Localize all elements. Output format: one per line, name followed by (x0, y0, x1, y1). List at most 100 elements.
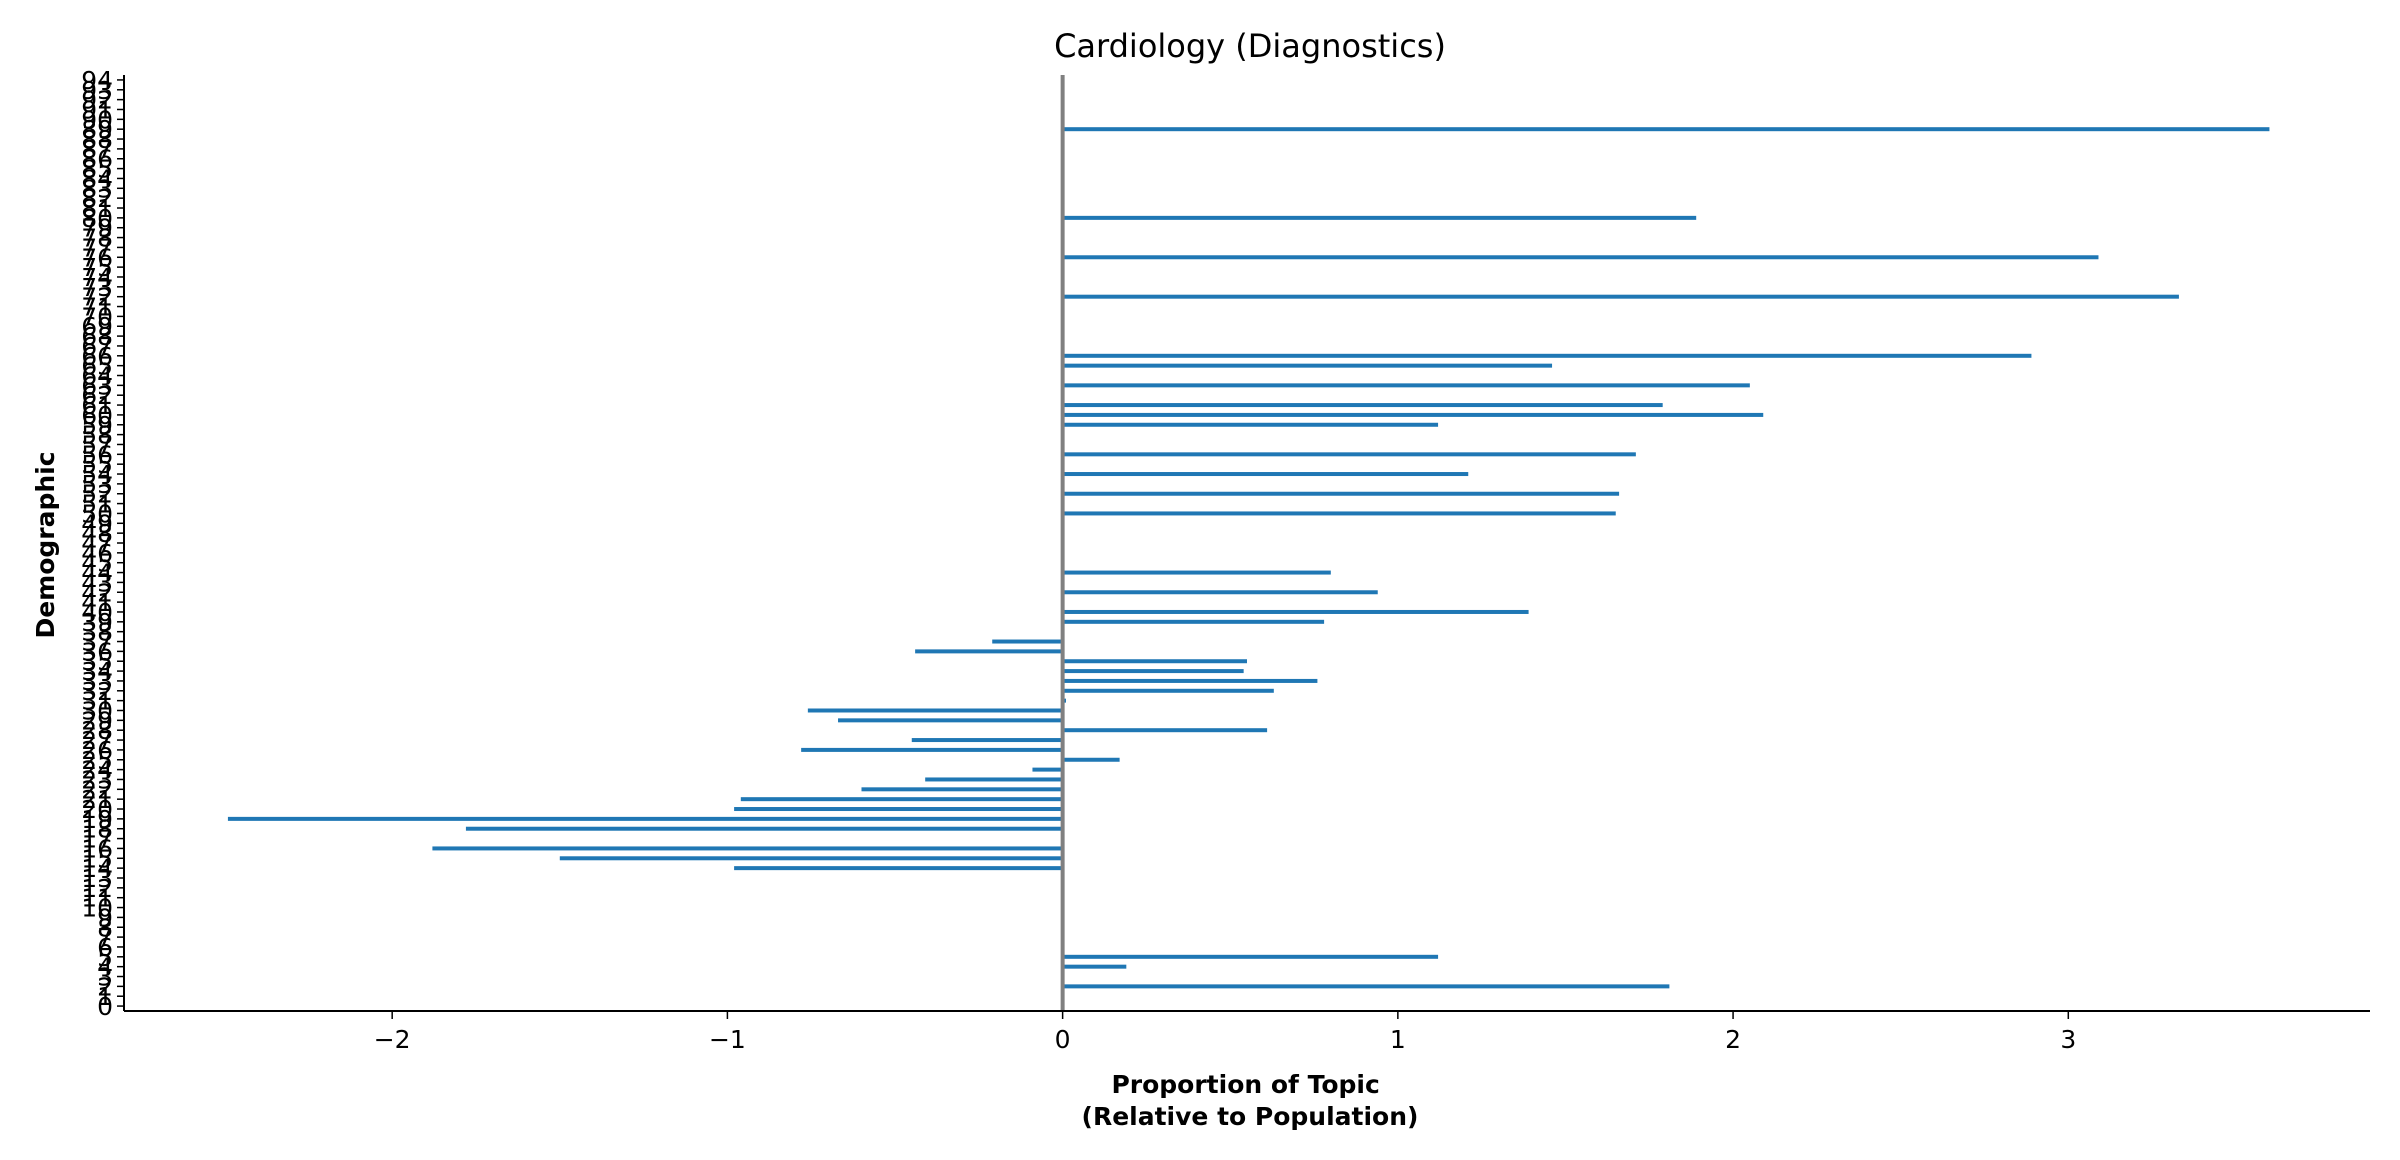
y-tick-label: 81 (81, 194, 113, 223)
y-tick-label: 94 (81, 66, 113, 95)
y-tick-label: 72 (81, 283, 113, 312)
y-tick-label: 88 (81, 125, 113, 154)
y-tick-label: 32 (81, 677, 113, 706)
x-tick-label: 1 (1390, 1025, 1406, 1054)
y-tick-label: 14 (81, 854, 113, 883)
y-tick-label: 80 (81, 204, 113, 233)
x-tick-label: 2 (1725, 1025, 1741, 1054)
y-tick-label: 89 (81, 115, 113, 144)
y-tick-label: 6 (97, 933, 113, 962)
bar-23 (925, 777, 1063, 782)
y-tick-label: 71 (81, 293, 113, 322)
x-tick-label: −1 (709, 1025, 746, 1054)
bar-76 (1062, 255, 2099, 260)
y-tick-label: 55 (81, 450, 113, 479)
bar-2 (1062, 984, 1670, 989)
x-axis-label-line-2: (Relative to Population) (1082, 1102, 1419, 1131)
y-tick-label: 15 (81, 844, 113, 873)
x-ticks-group: −2 −1 0 1 2 3 (374, 1011, 2076, 1054)
bar-56 (1062, 452, 1636, 457)
y-tick-label: 47 (81, 529, 113, 558)
y-tick-label: 26 (81, 736, 113, 765)
y-tick-label: 82 (81, 184, 113, 213)
y-tick-label: 64 (81, 362, 113, 391)
x-tick-label: −2 (374, 1025, 411, 1054)
bar-32 (1062, 688, 1274, 693)
y-tick-label: 5 (97, 943, 113, 972)
y-tick-label: 12 (81, 874, 113, 903)
bar-4 (1062, 964, 1127, 969)
y-tick-label: 46 (81, 539, 113, 568)
y-tick-label: 54 (81, 460, 113, 489)
y-tick-label: 76 (81, 243, 113, 272)
bar-37 (992, 639, 1063, 644)
y-tick-label: 11 (81, 884, 113, 913)
y-tick-label: 3 (97, 963, 113, 992)
bar-20 (734, 807, 1063, 812)
y-tick-label: 27 (81, 726, 113, 755)
y-tick-label: 36 (81, 637, 113, 666)
y-tick-label: 34 (81, 657, 113, 686)
y-tick-label: 4 (97, 953, 113, 982)
bar-52 (1062, 491, 1620, 496)
y-tick-label: 92 (81, 86, 113, 115)
bar-35 (1062, 659, 1247, 664)
bar-27 (911, 738, 1063, 743)
y-tick-label: 65 (81, 352, 113, 381)
y-tick-label: 79 (81, 214, 113, 243)
bar-59 (1062, 422, 1439, 427)
y-tick-label: 19 (81, 805, 113, 834)
y-tick-label: 84 (81, 164, 113, 193)
bar-54 (1062, 472, 1469, 477)
chart-title: Cardiology (Diagnostics) (1054, 27, 1446, 65)
y-tick-label: 61 (81, 391, 113, 420)
y-tick-label: 86 (81, 145, 113, 174)
bar-44 (1062, 570, 1331, 575)
bar-50 (1062, 511, 1616, 516)
bar-22 (861, 787, 1063, 792)
y-tick-label: 35 (81, 647, 113, 676)
y-tick-label: 43 (81, 568, 113, 597)
y-tick-label: 7 (97, 923, 113, 952)
bar-29 (838, 718, 1063, 723)
y-tick-label: 52 (81, 480, 113, 509)
x-axis-label-line-1: Proportion of Topic (1111, 1070, 1379, 1099)
y-tick-label: 73 (81, 273, 113, 302)
y-tick-label: 57 (81, 430, 113, 459)
bar-16 (432, 846, 1063, 851)
bar-30 (807, 708, 1063, 713)
y-tick-label: 63 (81, 371, 113, 400)
y-ticks-group: 0123456789101112131415161718192021222324… (81, 66, 124, 1021)
bar-33 (1062, 678, 1318, 683)
y-tick-label: 62 (81, 381, 113, 410)
y-tick-label: 9 (97, 903, 113, 932)
y-tick-label: 13 (81, 864, 113, 893)
y-tick-label: 16 (81, 834, 113, 863)
y-tick-label: 51 (81, 490, 113, 519)
y-tick-label: 40 (81, 598, 113, 627)
y-tick-label: 70 (81, 302, 113, 331)
bar-5 (1062, 954, 1439, 959)
y-tick-label: 45 (81, 549, 113, 578)
y-tick-label: 90 (81, 105, 113, 134)
bar-66 (1062, 353, 2032, 358)
bar-60 (1062, 412, 1764, 417)
y-tick-label: 48 (81, 519, 113, 548)
y-tick-label: 93 (81, 76, 113, 105)
bar-72 (1062, 294, 2179, 299)
y-tick-label: 83 (81, 174, 113, 203)
bar-89 (1062, 127, 2270, 132)
y-tick-label: 60 (81, 401, 113, 430)
x-tick-label: 3 (2060, 1025, 2076, 1054)
bar-42 (1062, 590, 1378, 595)
y-tick-label: 53 (81, 470, 113, 499)
y-tick-label: 59 (81, 411, 113, 440)
y-tick-label: 67 (81, 332, 113, 361)
y-tick-label: 10 (81, 894, 113, 923)
y-tick-label: 38 (81, 618, 113, 647)
y-tick-label: 75 (81, 253, 113, 282)
bar-80 (1062, 215, 1697, 220)
y-tick-label: 77 (81, 233, 113, 262)
y-tick-label: 44 (81, 559, 113, 588)
